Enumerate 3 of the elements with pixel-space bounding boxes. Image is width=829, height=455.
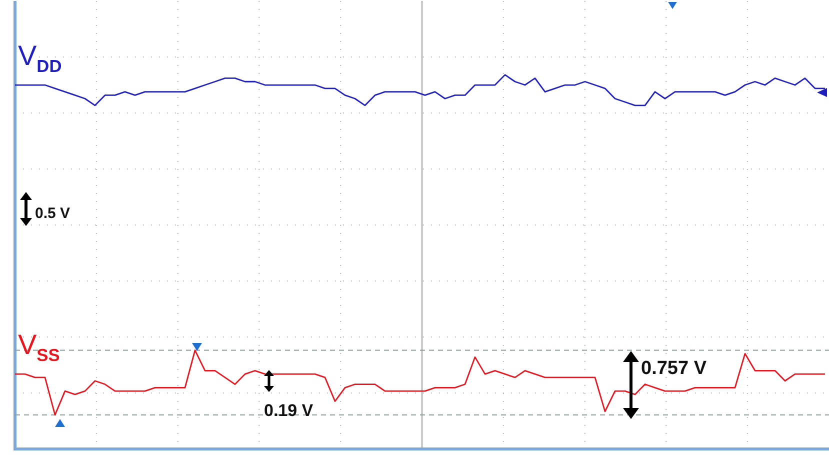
annotation: 0.5 V [35,205,70,222]
annotation: 0.19 V [264,401,314,420]
annotation: 0.757 V [641,358,707,379]
